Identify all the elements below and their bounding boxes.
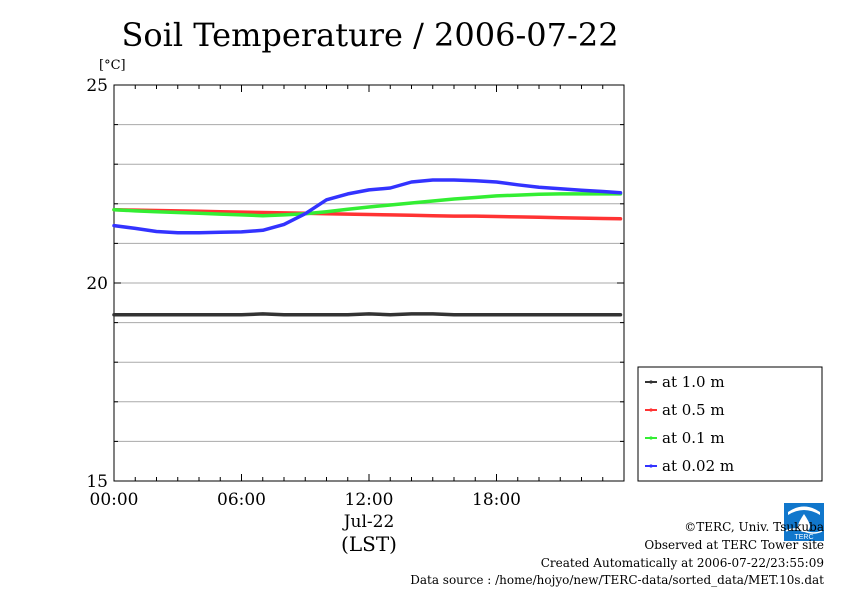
x-tick-label: 06:00 — [217, 490, 266, 510]
legend-marker — [649, 436, 653, 440]
chart-title: Soil Temperature / 2006-07-22 — [121, 16, 618, 54]
created-text: Created Automatically at 2006-07-22/23:5… — [540, 556, 824, 570]
x-axis-label: (LST) — [341, 532, 397, 556]
terc-logo: TERC — [784, 503, 824, 545]
legend-label: at 0.1 m — [662, 429, 725, 447]
series-lines — [112, 178, 623, 317]
y-tick-label: 25 — [86, 76, 108, 96]
series-line — [112, 192, 623, 218]
x-date-label: Jul-22 — [342, 512, 395, 532]
copyright-text: ©TERC, Univ. Tsukuba — [684, 520, 824, 534]
axis-ticks: 15 20 25 00:00 06:00 12:00 18:00 — [86, 76, 624, 510]
x-tick-label: 18:00 — [472, 490, 521, 510]
legend-marker — [649, 380, 653, 384]
legend-marker — [649, 464, 653, 468]
series-line — [112, 312, 623, 317]
logo-text: TERC — [794, 534, 813, 541]
y-tick-label: 15 — [86, 472, 108, 492]
legend-label: at 1.0 m — [662, 373, 725, 391]
legend-box — [637, 366, 823, 482]
legend-marker — [649, 408, 653, 412]
series-line — [112, 207, 623, 221]
gridlines — [114, 124, 624, 442]
legend-label: at 0.02 m — [662, 457, 734, 475]
y-axis-label: [°C] — [99, 58, 126, 73]
x-tick-label: 12:00 — [345, 490, 394, 510]
y-tick-label: 20 — [86, 274, 108, 294]
observed-text: Observed at TERC Tower site — [644, 538, 824, 552]
legend: at 1.0 m at 0.5 m at 0.1 m at 0.02 m — [637, 366, 823, 482]
source-text: Data source : /home/hojyo/new/TERC-data/… — [410, 573, 824, 587]
x-tick-label: 00:00 — [90, 490, 139, 510]
legend-label: at 0.5 m — [662, 401, 725, 419]
series-line — [112, 178, 623, 235]
